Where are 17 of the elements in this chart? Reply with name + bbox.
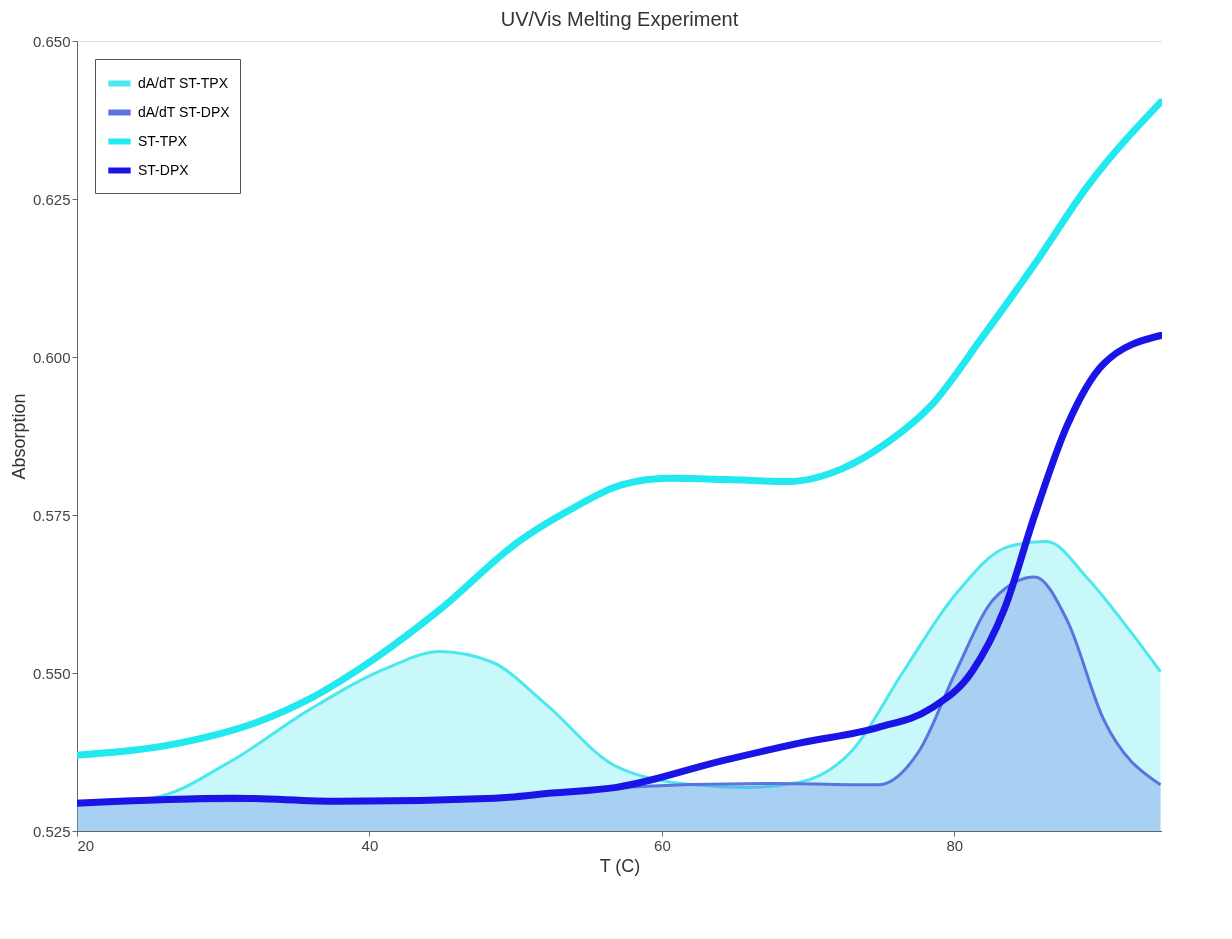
x-tick-label: 20: [77, 836, 95, 854]
legend-label: ST-DPX: [138, 161, 190, 178]
y-tick-label: 0.600: [32, 348, 71, 366]
x-tick-label: 80: [946, 836, 964, 854]
x-axis-title: T (C): [599, 855, 641, 876]
chart-title: UV/Vis Melting Experiment: [500, 8, 739, 30]
y-tick-label: 0.550: [32, 664, 71, 682]
legend-label: dA/dT ST-TPX: [138, 74, 229, 91]
legend-label: ST-TPX: [138, 132, 188, 149]
y-axis-title: Absorption: [8, 393, 29, 480]
y-tick-label: 0.650: [32, 32, 71, 50]
y-tick-label: 0.575: [32, 506, 71, 524]
x-tick-label: 60: [654, 836, 671, 854]
y-tick-label: 0.625: [32, 190, 71, 208]
x-tick-label: 40: [361, 836, 379, 854]
legend-label: dA/dT ST-DPX: [138, 103, 231, 120]
y-tick-label: 0.525: [32, 822, 71, 840]
